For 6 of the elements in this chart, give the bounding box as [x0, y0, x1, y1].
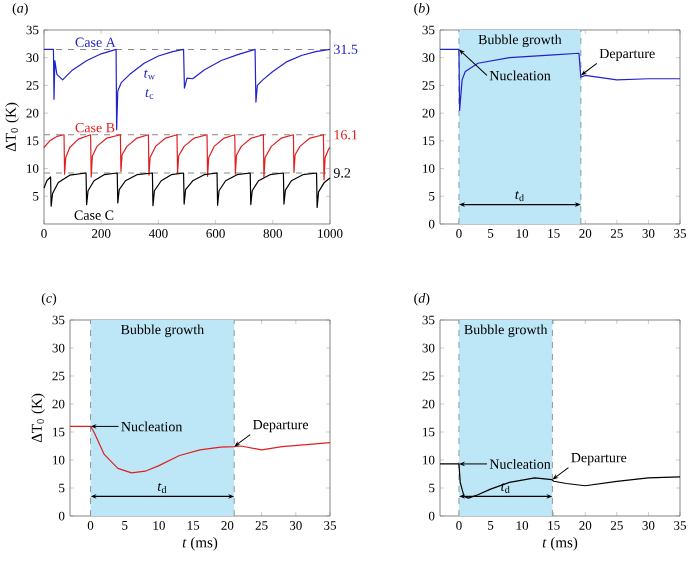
line-series	[439, 462, 681, 499]
line-series	[69, 424, 331, 474]
line-series	[439, 48, 681, 111]
line-series	[43, 172, 331, 208]
line-series	[43, 134, 331, 181]
line-series	[43, 48, 331, 131]
